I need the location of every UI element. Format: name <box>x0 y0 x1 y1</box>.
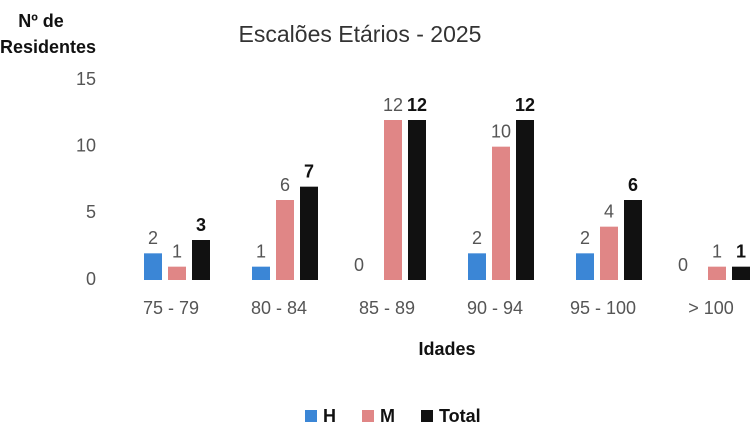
value-label: 1 <box>712 241 722 261</box>
bar <box>408 120 426 280</box>
bar <box>732 266 750 280</box>
x-tick-label: 80 - 84 <box>251 298 307 318</box>
value-label: 0 <box>678 255 688 275</box>
value-label: 6 <box>628 175 638 195</box>
bar <box>624 200 642 280</box>
value-label: 0 <box>354 255 364 275</box>
bar <box>300 186 318 280</box>
legend-label: Total <box>439 406 481 426</box>
value-label: 3 <box>196 215 206 235</box>
value-label: 12 <box>407 95 427 115</box>
value-label: 1 <box>172 241 182 261</box>
x-tick-label: 95 - 100 <box>570 298 636 318</box>
value-label: 10 <box>491 121 511 141</box>
bar <box>468 253 486 280</box>
value-label: 2 <box>472 228 482 248</box>
legend-swatch <box>305 410 317 422</box>
y-tick-label: 5 <box>86 202 96 222</box>
value-label: 1 <box>256 241 266 261</box>
bar <box>600 226 618 280</box>
x-tick-label: > 100 <box>688 298 734 318</box>
value-label: 4 <box>604 201 614 221</box>
value-label: 12 <box>383 95 403 115</box>
value-label: 12 <box>515 95 535 115</box>
legend-swatch <box>362 410 374 422</box>
bar <box>192 240 210 280</box>
bar <box>708 266 726 280</box>
x-axis-label: Idades <box>418 339 475 359</box>
bar <box>492 146 510 280</box>
bar <box>516 120 534 280</box>
y-tick-label: 15 <box>76 69 96 89</box>
bar <box>384 120 402 280</box>
value-label: 2 <box>580 228 590 248</box>
value-label: 6 <box>280 175 290 195</box>
value-label: 7 <box>304 161 314 181</box>
bar <box>276 200 294 280</box>
legend-label: H <box>323 406 336 426</box>
bar <box>168 266 186 280</box>
x-tick-label: 90 - 94 <box>467 298 523 318</box>
legend-label: M <box>380 406 395 426</box>
y-axis-label: Nº de Residentes <box>0 11 97 57</box>
bar <box>252 266 270 280</box>
y-tick-label: 10 <box>76 135 96 155</box>
chart-title: Escalões Etários - 2025 <box>239 21 482 47</box>
legend-swatch <box>421 410 433 422</box>
y-tick-label: 0 <box>86 269 96 289</box>
bar <box>144 253 162 280</box>
bar <box>576 253 594 280</box>
x-tick-label: 85 - 89 <box>359 298 415 318</box>
value-label: 2 <box>148 228 158 248</box>
x-tick-label: 75 - 79 <box>143 298 199 318</box>
value-label: 1 <box>736 241 746 261</box>
